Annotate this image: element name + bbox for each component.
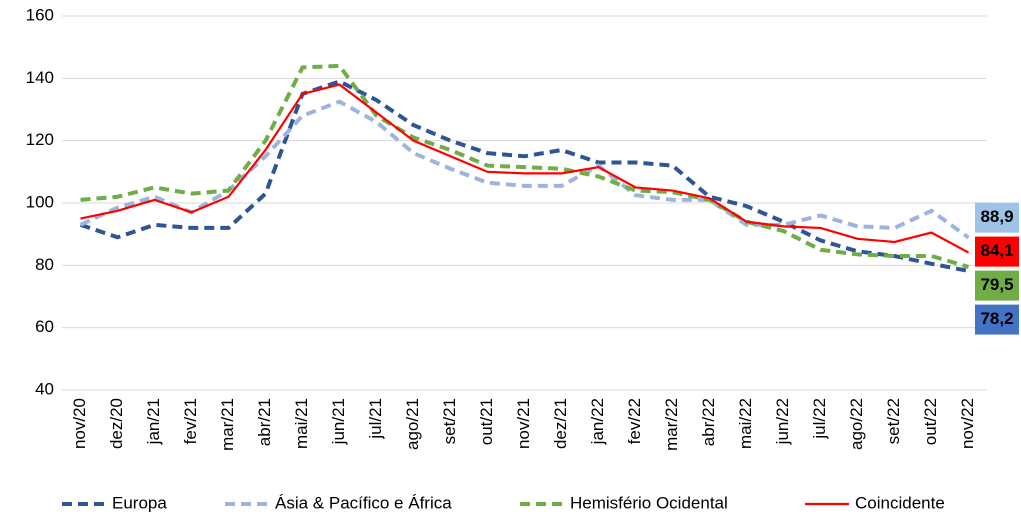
x-tick-label: jul/21 [366,398,385,440]
y-tick-label: 60 [35,317,54,336]
value-label-box [975,236,1019,267]
x-tick-label: jan/22 [588,398,607,445]
x-tick-label: mar/21 [218,398,237,451]
legend-label: Coincidente [855,493,945,512]
legend-label: Europa [112,493,167,512]
x-tick-label: out/22 [921,398,940,445]
y-tick-label: 120 [26,130,54,149]
value-label-box [975,202,1019,233]
series-line [79,79,969,273]
x-tick-label: ago/21 [403,398,422,450]
x-tick-label: jun/22 [773,398,792,445]
x-tick-label: set/21 [440,398,459,444]
x-tick-label: fev/22 [625,398,644,444]
value-label-box [975,304,1019,335]
value-label: 78,2 [980,309,1013,328]
value-label: 79,5 [980,275,1013,294]
x-tick-label: dez/20 [107,398,126,449]
x-tick-label: set/22 [884,398,903,444]
y-tick-label: 140 [26,68,54,87]
x-tick-label: dez/21 [551,398,570,449]
value-label: 84,1 [980,241,1013,260]
x-tick-label: mai/21 [292,398,311,449]
y-tick-label: 80 [35,255,54,274]
x-tick-label: abr/21 [255,398,274,446]
x-tick-label: nov/22 [958,398,977,449]
x-tick-label: mai/22 [736,398,755,449]
legend-label: Hemisfério Ocidental [570,493,728,512]
series-line [80,63,970,269]
x-tick-label: ago/22 [847,398,866,450]
y-tick-label: 100 [26,192,54,211]
y-tick-label: 160 [26,5,54,24]
legend-label: Ásia & Pacífico e África [275,493,452,512]
y-tick-label: 40 [35,379,54,398]
x-tick-label: jan/21 [144,398,163,445]
x-tick-label: out/21 [477,398,496,445]
value-label: 88,9 [980,207,1013,226]
x-tick-label: nov/20 [70,398,89,449]
series-line [80,83,970,254]
x-tick-label: mar/22 [662,398,681,451]
series-line [79,99,970,240]
x-tick-label: jul/22 [810,398,829,440]
value-label-box [975,270,1019,301]
x-tick-label: abr/22 [699,398,718,446]
x-tick-label: nov/21 [514,398,533,449]
x-tick-label: jun/21 [329,398,348,445]
x-tick-label: fev/21 [181,398,200,444]
